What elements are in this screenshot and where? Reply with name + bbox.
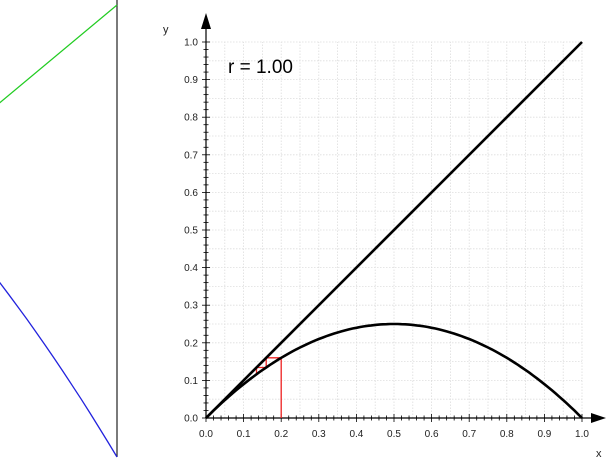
y-tick-label: 0.5: [184, 226, 198, 237]
y-tick-label: 0.1: [184, 376, 198, 387]
y-tick-label: 0.0: [184, 414, 198, 425]
y-axis-arrow: [201, 13, 211, 29]
axes: [201, 13, 606, 423]
y-tick-label: 0.4: [184, 263, 198, 274]
y-tick-label: 0.8: [184, 113, 198, 124]
x-tick-label: 0.2: [274, 429, 288, 440]
y-tick-label: 0.9: [184, 75, 198, 86]
x-tick-label: 0.9: [537, 429, 551, 440]
y-tick-label: 0.2: [184, 338, 198, 349]
x-tick-label: 0.1: [237, 429, 251, 440]
left-curve: [0, 281, 118, 458]
y-tick-label: 0.6: [184, 188, 198, 199]
x-tick-label: 0.3: [312, 429, 326, 440]
x-axis-arrow: [591, 413, 606, 423]
y-axis-label: y: [163, 24, 169, 36]
logistic-curve: [205, 322, 583, 419]
identity-line: [205, 41, 583, 419]
x-tick-label: 0.8: [500, 429, 514, 440]
grid: [206, 41, 583, 418]
x-tick-label: 0.7: [462, 429, 476, 440]
x-tick-label: 0.4: [349, 429, 363, 440]
left-diagonal-line: [0, 4, 118, 104]
x-tick-label: 1.0: [575, 429, 589, 440]
tick-labels: 0.0 0.1 0.2 0.3 0.4 0.5 0.6 0.7 0.8 0.9 1.0 0.0 0.1 0…: [184, 38, 589, 441]
x-tick-label: 0.0: [199, 429, 213, 440]
y-tick-label: 0.3: [184, 301, 198, 312]
x-axis-label: x: [596, 448, 602, 460]
left-chart-panel: [0, 0, 118, 458]
y-tick-label: 0.7: [184, 150, 198, 161]
x-tick-label: 0.5: [387, 429, 401, 440]
right-chart-panel: 0.0 0.1 0.2 0.3 0.4 0.5 0.6 0.7 0.8 0.9 1.0 0.0 0.1 0…: [163, 13, 606, 460]
y-tick-label: 1.0: [184, 38, 198, 49]
r-value-label: r = 1.00: [228, 57, 293, 78]
x-tick-label: 0.6: [425, 429, 439, 440]
